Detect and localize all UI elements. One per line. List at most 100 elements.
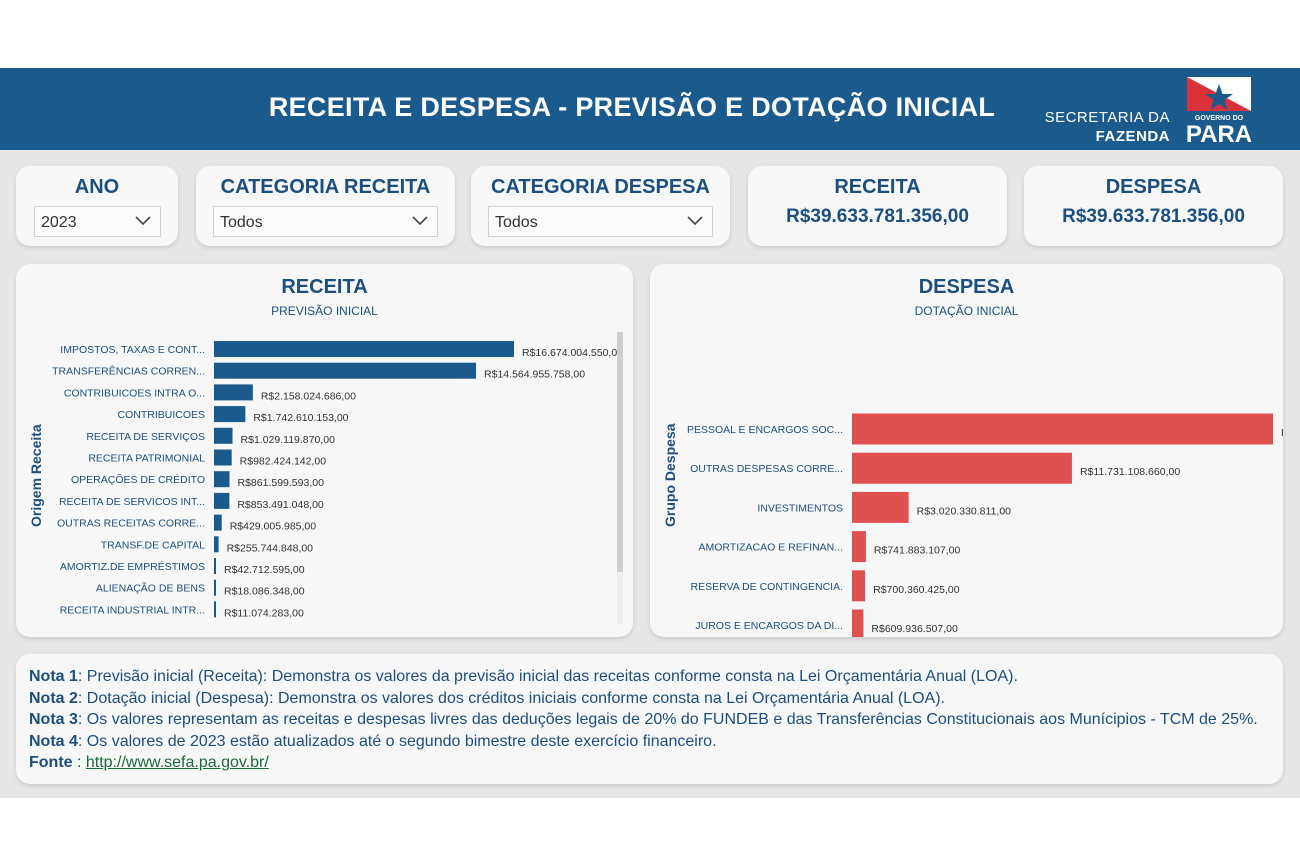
kpi-card-despesa: DESPESA R$39.633.781.356,00 — [1024, 166, 1283, 246]
note-line: Nota 2: Dotação inicial (Despesa): Demon… — [29, 688, 1270, 710]
data-label: R$16.674.004.550,00 — [522, 347, 623, 359]
category-label: ALIENAÇÃO DE BENS — [96, 582, 205, 595]
categoria-despesa-dropdown[interactable]: Todos — [488, 206, 713, 237]
data-label: R$2.158.024.686,00 — [261, 390, 356, 402]
receita-chart-panel: RECEITA PREVISÃO INICIAL Origem Receita … — [16, 264, 633, 637]
filter-categoria-despesa-label: CATEGORIA DESPESA — [491, 176, 710, 198]
kpi-card-receita: RECEITA R$39.633.781.356,00 — [748, 166, 1007, 246]
note-text: : Previsão inicial (Receita): Demonstra … — [77, 668, 1018, 685]
data-label: R$18.086.348,00 — [224, 586, 305, 598]
bar[interactable] — [852, 452, 1072, 484]
fonte-line: Fonte : http://www.sefa.pa.gov.br/ — [29, 752, 1270, 774]
note-line: Nota 3: Os valores representam as receit… — [29, 709, 1270, 731]
bar[interactable] — [214, 579, 216, 596]
data-label: R$609.936.507,00 — [871, 623, 958, 635]
despesa-chart-subtitle: DOTAÇÃO INICIAL — [914, 304, 1019, 318]
ano-dropdown-value: 2023 — [41, 214, 77, 231]
data-label: R$11.074.283,00 — [224, 607, 304, 619]
receita-scrollbar[interactable] — [617, 332, 623, 624]
notes-panel: Nota 1: Previsão inicial (Receita): Demo… — [16, 654, 1283, 784]
dashboard-frame: RECEITA E DESPESA - PREVISÃO E DOTAÇÃO I… — [0, 68, 1300, 798]
bar[interactable] — [214, 601, 216, 618]
bar[interactable] — [214, 449, 232, 466]
header-bar: RECEITA E DESPESA - PREVISÃO E DOTAÇÃO I… — [0, 68, 1300, 150]
category-label: CONTRIBUICOES — [117, 409, 205, 421]
category-label: RESERVA DE CONTINGENCIA. — [691, 581, 843, 593]
bar[interactable] — [214, 536, 219, 553]
bar[interactable] — [214, 341, 514, 357]
data-label: R$741.883.107,00 — [874, 545, 961, 557]
filter-card-categoria-despesa: CATEGORIA DESPESA Todos — [471, 166, 730, 246]
governo-para-logo: GOVERNO DO PARA — [1186, 77, 1252, 144]
note-line: Nota 1: Previsão inicial (Receita): Demo… — [29, 666, 1270, 688]
bar[interactable] — [214, 514, 222, 531]
logo-text: PARA — [1186, 121, 1252, 144]
data-label: R$1.029.119.870,00 — [241, 434, 336, 446]
category-label: RECEITA INDUSTRIAL INTR... — [60, 604, 205, 616]
notes-list: Nota 1: Previsão inicial (Receita): Demo… — [29, 666, 1270, 752]
data-label: R$1.742.610.153,00 — [253, 412, 348, 424]
category-label: RECEITA DE SERVIÇOS — [86, 431, 205, 443]
bar[interactable] — [214, 362, 477, 379]
org-line1: SECRETARIA DA — [1044, 109, 1170, 126]
bar[interactable] — [214, 471, 230, 488]
fonte-label: Fonte — [29, 754, 73, 772]
category-label: OPERAÇÕES DE CRÉDITO — [71, 473, 205, 486]
category-label: RECEITA DE SERVICOS INT... — [59, 496, 205, 508]
bar[interactable] — [214, 558, 216, 574]
category-label: PESSOAL E ENCARGOS SOC... — [687, 424, 843, 436]
ano-dropdown[interactable]: 2023 — [34, 206, 161, 237]
receita-bar-chart: IMPOSTOS, TAXAS E CONT... R$16.674.004.55… — [52, 341, 623, 619]
note-line: Nota 4: Os valores de 2023 estão atualiz… — [29, 731, 1270, 753]
chevron-down-icon — [135, 216, 151, 226]
bar[interactable] — [852, 531, 866, 563]
data-label: R$429.005.985,00 — [230, 521, 317, 533]
filter-ano-label: ANO — [74, 176, 120, 198]
category-label: CONTRIBUICOES INTRA O... — [64, 387, 205, 399]
bar[interactable] — [852, 413, 1273, 445]
despesa-chart-panel: DESPESA DOTAÇÃO INICIAL Grupo Despesa PE… — [650, 264, 1283, 637]
data-label: R$700.360.425,00 — [873, 584, 960, 596]
categoria-receita-dropdown[interactable]: Todos — [213, 206, 438, 237]
filter-categoria-receita-label: CATEGORIA RECEITA — [220, 176, 431, 198]
bar[interactable] — [852, 570, 866, 602]
data-label: R$853.491.048,00 — [237, 499, 324, 511]
categoria-receita-value: Todos — [220, 214, 263, 231]
bar[interactable] — [852, 491, 909, 523]
kpi-receita-value: R$39.633.781.356,00 — [786, 206, 969, 227]
receita-scrollbar-thumb[interactable] — [617, 332, 623, 572]
despesa-bar-chart: PESSOAL E ENCARGOS SOC... R$22.455.392.41… — [687, 413, 1283, 638]
bar[interactable] — [214, 406, 246, 423]
bar[interactable] — [214, 427, 233, 444]
data-label: R$22.455.392.418,00 — [1281, 427, 1283, 439]
filter-card-ano: ANO 2023 — [16, 166, 178, 246]
kpi-despesa-label: DESPESA — [1105, 176, 1202, 198]
kpi-despesa-value: R$39.633.781.356,00 — [1062, 206, 1245, 227]
note-text: : Os valores de 2023 estão atualizados a… — [77, 732, 717, 750]
despesa-chart-title: DESPESA — [918, 276, 1015, 298]
fonte-link[interactable]: http://www.sefa.pa.gov.br/ — [85, 754, 269, 772]
chevron-down-icon — [687, 216, 703, 226]
category-label: AMORTIZACAO E REFINAN... — [699, 542, 844, 554]
bar[interactable] — [214, 384, 253, 401]
note-label: Nota 1 — [29, 668, 78, 685]
data-label: R$861.599.593,00 — [238, 477, 325, 489]
chevron-down-icon — [412, 216, 428, 226]
org-line2: FAZENDA — [1095, 128, 1170, 145]
category-label: TRANSF.DE CAPITAL — [101, 539, 205, 551]
fonte-sep: : — [72, 754, 86, 772]
category-label: RECEITA PATRIMONIAL — [88, 453, 205, 465]
note-label: Nota 4 — [29, 732, 78, 750]
bar[interactable] — [214, 492, 230, 509]
org-name: SECRETARIA DA FAZENDA — [1045, 108, 1170, 146]
category-label: JUROS E ENCARGOS DA DI... — [695, 620, 843, 632]
kpi-receita-label: RECEITA — [834, 176, 921, 198]
filter-card-categoria-receita: CATEGORIA RECEITA Todos — [196, 166, 455, 246]
note-label: Nota 3 — [29, 711, 78, 729]
categoria-despesa-value: Todos — [495, 214, 538, 231]
data-label: R$14.564.955.758,00 — [484, 369, 585, 381]
bar[interactable] — [852, 609, 864, 638]
data-label: R$42.712.595,00 — [224, 564, 305, 576]
data-label: R$11.731.108.660,00 — [1080, 466, 1180, 478]
data-label: R$3.020.330.811,00 — [917, 505, 1012, 517]
